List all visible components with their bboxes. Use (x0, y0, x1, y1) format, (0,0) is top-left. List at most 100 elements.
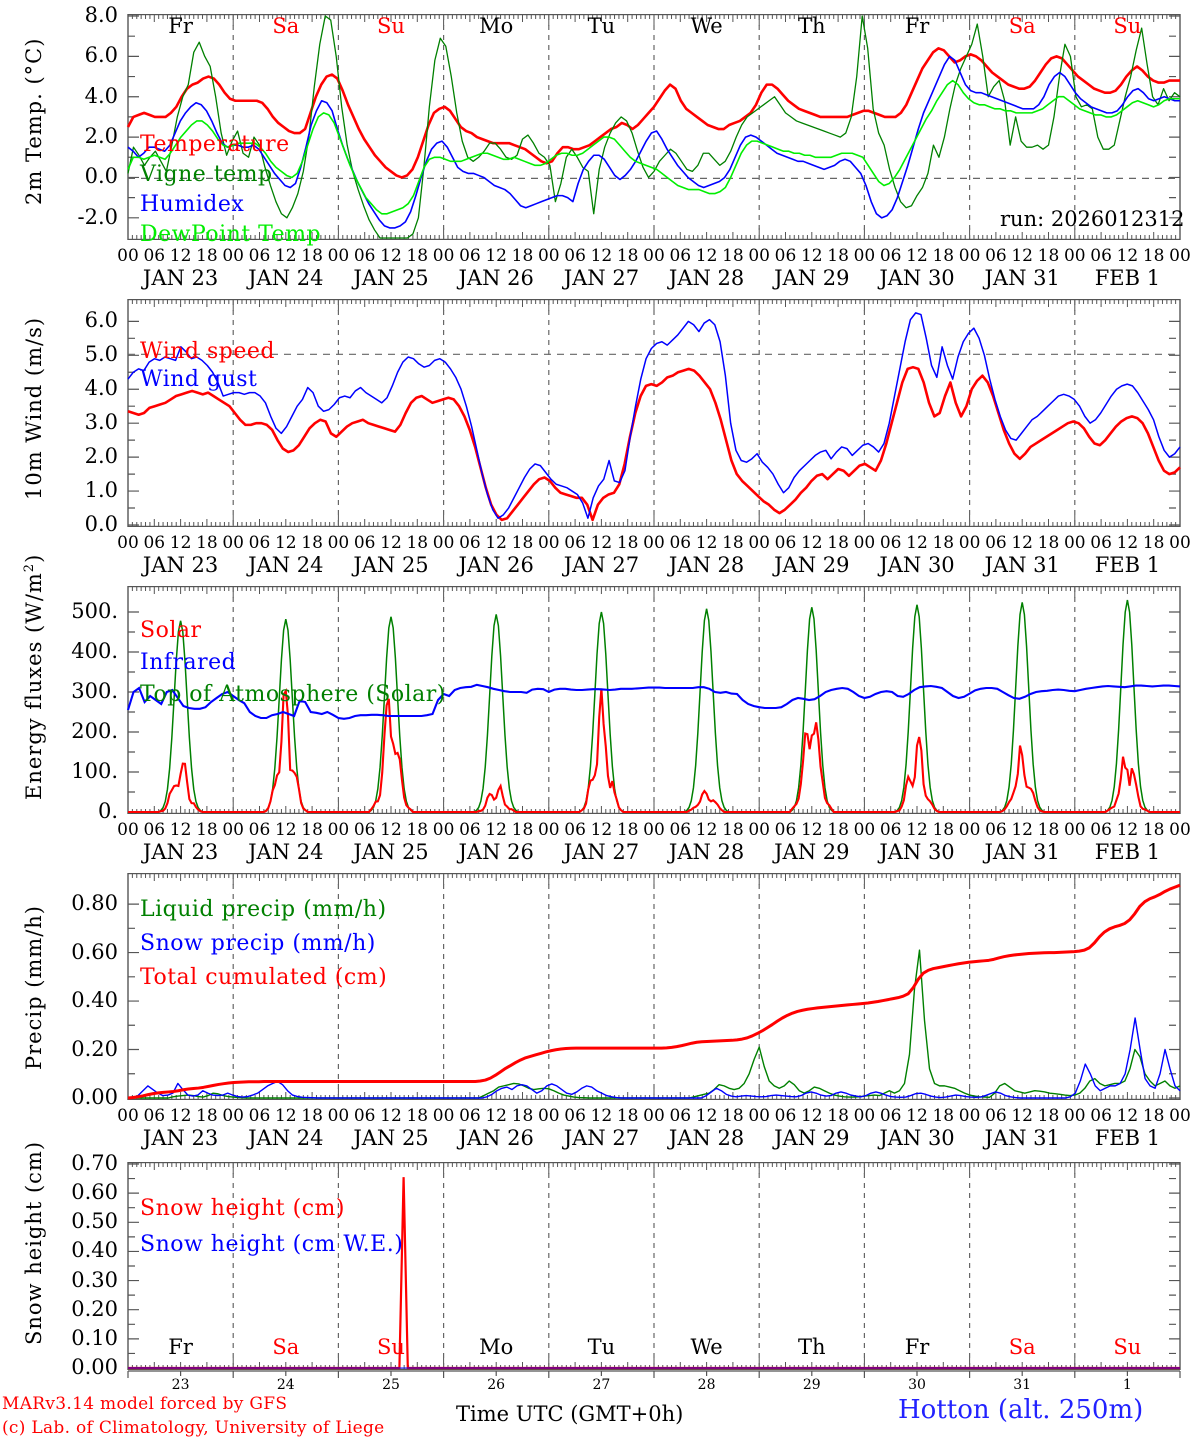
x-axis-hour-label: 18 (827, 820, 849, 840)
x-axis-hour-label: 00 (853, 1106, 876, 1126)
axis-frame (127, 14, 1181, 240)
x-axis-hour-label: 18 (406, 246, 429, 266)
x-axis-hour-label: 12 (485, 246, 507, 266)
y-axis-tick-label: 2.0 (84, 444, 118, 469)
x-axis-day-number: 27 (592, 1377, 611, 1393)
x-axis-day-label: JAN 29 (774, 266, 850, 290)
x-axis-hour-label: 12 (1116, 533, 1139, 553)
y-axis-title: Energy fluxes (W/m2) (22, 553, 46, 800)
x-axis-hour-label: 12 (695, 820, 718, 840)
x-axis-hour-label: 00 (117, 1106, 139, 1126)
weekday-label-snow: Sa (272, 1335, 300, 1359)
x-axis-day-number: 28 (697, 1377, 716, 1393)
x-axis-hour-label: 18 (511, 820, 534, 840)
x-axis-hour-label: 18 (616, 1106, 639, 1126)
y-axis-tick-label: 400. (71, 639, 118, 663)
x-axis-hour-label: 00 (327, 246, 350, 266)
x-axis-hour-label: 00 (1063, 1106, 1086, 1126)
x-axis-day-label: JAN 24 (248, 553, 324, 577)
snow-bottom-axis (127, 1370, 1181, 1378)
x-axis-hour-label: 00 (537, 1106, 560, 1126)
x-axis-hour-label: 00 (853, 246, 876, 266)
x-axis-hour-label: 12 (800, 246, 823, 266)
x-axis-hour-label: 18 (616, 820, 639, 840)
legend-entry: DewPoint Temp (140, 222, 322, 247)
x-axis-day-label: JAN 28 (668, 266, 745, 290)
x-axis-day-number: 30 (908, 1377, 926, 1393)
y-axis-tick-label: 0.80 (71, 891, 118, 916)
x-axis-hour-label: 18 (722, 246, 744, 266)
x-axis-hour-label: 12 (590, 246, 613, 266)
y-axis-tick-label: 100. (71, 759, 118, 783)
x-axis-hour-label: 00 (222, 246, 244, 266)
x-axis-hour-label: 00 (958, 1106, 981, 1126)
legend-entry: Snow height (cm W.E.) (140, 1232, 404, 1257)
x-axis-day-label: JAN 29 (774, 840, 850, 864)
x-axis-hour-label: 06 (879, 1106, 902, 1126)
x-axis-hour-label: 00 (643, 246, 665, 266)
x-axis-hour-label: 00 (748, 246, 770, 266)
x-axis-day-label: JAN 28 (668, 840, 745, 864)
y-axis-title: Snow height (cm) (22, 1140, 46, 1345)
x-axis-hour-label: 12 (274, 533, 297, 553)
day-gridlines (232, 874, 1076, 1099)
y-axis-tick-label: 0.00 (71, 1085, 118, 1109)
x-axis-hour-label: 00 (537, 246, 560, 266)
x-axis-hour-label: 18 (406, 820, 429, 840)
x-axis-hour-label: 12 (800, 533, 823, 553)
x-axis-day-label: JAN 25 (353, 266, 429, 290)
x-axis-day-number: 31 (1013, 1377, 1032, 1393)
x-axis-hour-label: 18 (1037, 533, 1060, 553)
x-axis-hour-label: 06 (459, 533, 481, 553)
x-axis-day-label: JAN 26 (458, 840, 534, 864)
x-axis-hour-label: 06 (564, 1106, 586, 1126)
x-axis-hour-label: 18 (722, 820, 744, 840)
x-axis-day-number: 29 (802, 1377, 821, 1393)
legend-entry: Wind speed (140, 339, 276, 364)
x-axis-hour-label: 18 (1037, 1106, 1060, 1126)
x-axis-hour-label: 18 (616, 533, 639, 553)
x-axis-hour-label: 00 (958, 533, 981, 553)
x-axis-hour-label: 12 (1011, 1106, 1033, 1126)
weekday-label-temperature: Su (377, 14, 405, 38)
y-axis-tick-label: 8.0 (84, 3, 118, 27)
x-axis-hour-label: 00 (643, 533, 665, 553)
weekday-label-temperature: Su (1113, 14, 1142, 38)
x-axis-hour-label: 18 (722, 533, 744, 553)
y-axis-tick-label: 0.60 (71, 939, 118, 964)
x-axis-hour-label: 18 (196, 246, 218, 266)
x-axis-hour-label: 18 (827, 246, 849, 266)
y-axis-tick-label: 6.0 (84, 43, 118, 68)
x-axis-day-label: JAN 27 (563, 266, 640, 290)
legend-entry: Solar (140, 618, 202, 643)
x-axis-hour-label: 18 (616, 246, 639, 266)
y-axis-title: Precip (mm/h) (22, 904, 46, 1070)
x-axis-day-label: FEB 1 (1094, 1126, 1161, 1150)
x-axis-hour-label: 06 (248, 533, 271, 553)
x-axis-hour-label: 06 (248, 1106, 271, 1126)
x-axis-hour-label: 18 (196, 1106, 218, 1126)
footer-model-credit: MARv3.14 model forced by GFS (2, 1394, 288, 1414)
legend-entry: Vigne temp (140, 162, 273, 187)
legend-entry: Wind gust (140, 367, 258, 392)
x-axis-hour-label: 06 (248, 820, 271, 840)
x-axis-hour-label: 18 (301, 533, 323, 553)
x-axis-hour-label: 00 (643, 820, 665, 840)
x-axis-day-number: 26 (487, 1377, 506, 1393)
x-axis-hour-label: 06 (1090, 246, 1112, 266)
x-axis-day-number: 24 (276, 1377, 295, 1393)
x-axis-hour-label: 00 (748, 1106, 770, 1126)
x-axis-hour-label: 00 (117, 533, 139, 553)
weekday-label-temperature: Th (798, 14, 826, 38)
x-axis-hour-label: 18 (511, 1106, 534, 1126)
x-axis-hour-label: 06 (459, 246, 481, 266)
x-axis-hour-label: 00 (643, 1106, 665, 1126)
x-axis-hour-label: 06 (564, 820, 586, 840)
x-axis-hour-label: 18 (511, 533, 534, 553)
x-axis-hour-label: 12 (906, 246, 928, 266)
weekday-label-snow: Fr (168, 1335, 193, 1359)
x-axis-hour-label: 18 (1142, 820, 1165, 840)
x-axis-day-label: JAN 30 (879, 840, 955, 864)
y-axis-tick-label: 0.0 (84, 512, 118, 536)
x-axis-day-number: 23 (171, 1377, 190, 1393)
